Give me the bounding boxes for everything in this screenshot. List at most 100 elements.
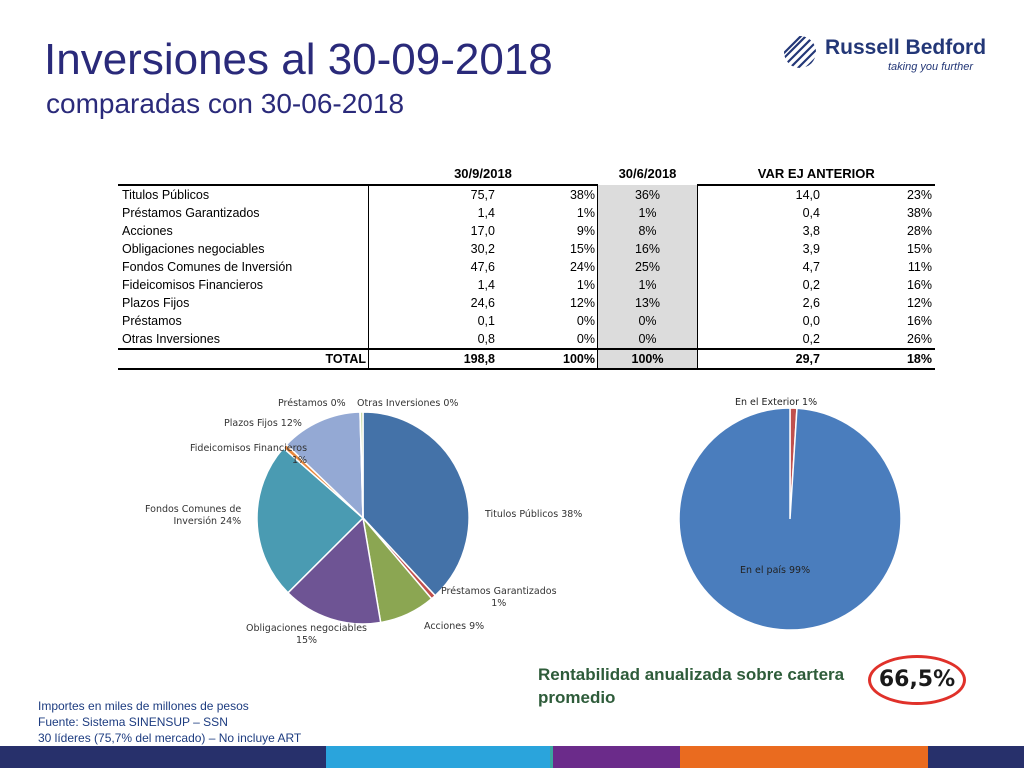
return-label: Rentabilidad anualizada sobre cartera pr… — [538, 665, 845, 708]
footer-color-segment — [0, 746, 326, 768]
row-var-pct: 23% — [906, 188, 932, 202]
row-pct: 1% — [576, 206, 595, 220]
footer-color-segment — [928, 746, 1024, 768]
pie-data-label: Préstamos 0% — [278, 398, 346, 409]
footer-color-segment — [326, 746, 550, 768]
pie-slice — [362, 411, 470, 597]
pie-slice — [285, 411, 364, 520]
row-pct: 38% — [569, 188, 595, 202]
pie-data-label: Plazos Fijos 12% — [224, 418, 302, 429]
total-row-pct: 100% — [497, 348, 598, 370]
pie-data-label: Fideicomisos Financieros 1% — [190, 443, 308, 467]
table-total-row: TOTAL 198,8 100% 100% 29,7 18% — [118, 348, 935, 370]
row-var-pct: 26% — [906, 332, 932, 346]
table-row: Otras Inversiones 0,8 0% 0% 0,2 26% — [118, 330, 935, 349]
company-logo: Russell Bedford taking you further — [780, 32, 986, 80]
footer-color-segment — [553, 746, 680, 768]
portfolio-pie-chart — [256, 411, 470, 625]
row-value: 0,8 — [368, 330, 497, 349]
row-prev-pct: 1% — [597, 276, 698, 294]
pie-data-label: Préstamos Garantizados 1% — [441, 586, 557, 610]
table-row: Préstamos 0,1 0% 0% 0,0 16% — [118, 312, 935, 330]
table-row: Titulos Públicos 75,7 38% 36% 14,0 23% — [118, 185, 935, 204]
row-var-pct: 16% — [906, 314, 932, 328]
pie-slice — [678, 407, 902, 631]
table-header-sep2018: 30/9/2018 — [368, 163, 598, 186]
row-label: Préstamos Garantizados — [122, 206, 260, 220]
row-label: Fondos Comunes de Inversión — [122, 260, 293, 274]
row-label: Titulos Públicos — [122, 188, 210, 202]
pie-data-label: Otras Inversiones 0% — [357, 398, 459, 409]
footer-color-bar — [0, 746, 1024, 768]
pie-data-label: Obligaciones negociables 15% — [246, 623, 368, 647]
row-label: Acciones — [122, 224, 173, 238]
row-value: 30,2 — [368, 240, 497, 258]
logo-wordmark: Russell Bedford — [825, 36, 987, 59]
footnote: 30 líderes (75,7% del mercado) – No incl… — [38, 731, 302, 745]
row-value: 1,4 — [368, 276, 497, 294]
row-value: 24,6 — [368, 294, 497, 312]
row-var-pct: 15% — [906, 242, 932, 256]
row-label: Plazos Fijos — [122, 296, 190, 310]
row-pct: 0% — [576, 332, 595, 346]
row-value: 0,1 — [368, 312, 497, 330]
row-value: 47,6 — [368, 258, 497, 276]
row-value: 17,0 — [368, 222, 497, 240]
table-row: Obligaciones negociables 30,2 15% 16% 3,9 15% — [118, 240, 935, 258]
footer-color-segment — [550, 746, 553, 768]
row-var: 0,2 — [802, 278, 820, 292]
row-pct: 9% — [576, 224, 595, 238]
logo-tagline: taking you further — [888, 61, 973, 73]
pie-slice — [286, 516, 382, 625]
row-var-pct: 12% — [906, 296, 932, 310]
row-var: 0,4 — [802, 206, 820, 220]
row-prev-pct: 8% — [597, 222, 698, 240]
row-label: Otras Inversiones — [122, 332, 220, 346]
location-pie-chart — [678, 407, 902, 631]
pie-slice — [256, 446, 365, 594]
row-pct: 1% — [576, 278, 595, 292]
slide-subtitle: comparadas con 30-06-2018 — [46, 88, 405, 119]
pie-data-label: Titulos Públicos 38% — [485, 509, 583, 520]
table-header-label — [118, 163, 369, 186]
total-row-var-pct: 18% — [822, 348, 935, 370]
footer-color-segment — [680, 746, 928, 768]
row-var-pct: 28% — [906, 224, 932, 238]
table-header-row: 30/9/2018 30/6/2018 VAR EJ ANTERIOR — [118, 163, 935, 186]
footnote: Importes en miles de millones de pesos — [38, 699, 249, 713]
row-prev-pct: 13% — [597, 294, 698, 312]
row-prev-pct: 16% — [597, 240, 698, 258]
investments-table: 30/9/2018 30/6/2018 VAR EJ ANTERIOR Titu… — [118, 163, 935, 370]
footnotes: Importes en miles de millones de pesos F… — [38, 698, 301, 746]
row-label: Préstamos — [122, 314, 182, 328]
table-row: Fondos Comunes de Inversión 47,6 24% 25% 4,7… — [118, 258, 935, 276]
table-header-var: VAR EJ ANTERIOR — [697, 163, 935, 186]
pie-data-label: En el país 99% — [740, 565, 811, 576]
row-var-pct: 11% — [907, 260, 932, 274]
row-prev-pct: 25% — [597, 258, 698, 276]
row-var: 4,7 — [802, 260, 820, 274]
row-value: 1,4 — [368, 204, 497, 222]
pie-data-label: Acciones 9% — [424, 621, 485, 632]
row-var: 0,2 — [802, 332, 820, 346]
row-prev-pct: 0% — [597, 330, 698, 349]
pie-data-label: En el Exterior 1% — [735, 397, 818, 408]
table-header-jun2018: 30/6/2018 — [618, 166, 677, 181]
row-label: Obligaciones negociables — [122, 242, 265, 256]
row-var-pct: 16% — [906, 278, 932, 292]
table-row: Plazos Fijos 24,6 12% 13% 2,6 12% — [118, 294, 935, 312]
row-var: 14,0 — [795, 188, 820, 202]
row-pct: 12% — [569, 296, 595, 310]
row-var: 3,8 — [802, 224, 820, 238]
globe-stripes-icon — [784, 36, 816, 68]
row-value: 75,7 — [368, 185, 497, 204]
row-pct: 15% — [569, 242, 595, 256]
row-var: 2,6 — [802, 296, 820, 310]
row-pct: 24% — [569, 260, 595, 274]
row-prev-pct: 36% — [597, 185, 698, 204]
pie-data-label: Fondos Comunes de Inversión 24% — [145, 504, 242, 528]
table-row: Fideicomisos Financieros 1,4 1% 1% 0,2 16% — [118, 276, 935, 294]
pie-slice — [359, 411, 364, 519]
table-row: Préstamos Garantizados 1,4 1% 1% 0,4 38% — [118, 204, 935, 222]
row-pct: 0% — [576, 314, 595, 328]
